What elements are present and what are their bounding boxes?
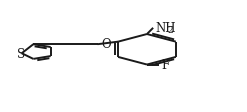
Text: F: F [162, 58, 170, 71]
Text: S: S [17, 47, 25, 60]
Text: NH: NH [155, 22, 176, 34]
Text: 2: 2 [167, 25, 173, 34]
Text: O: O [101, 38, 110, 51]
